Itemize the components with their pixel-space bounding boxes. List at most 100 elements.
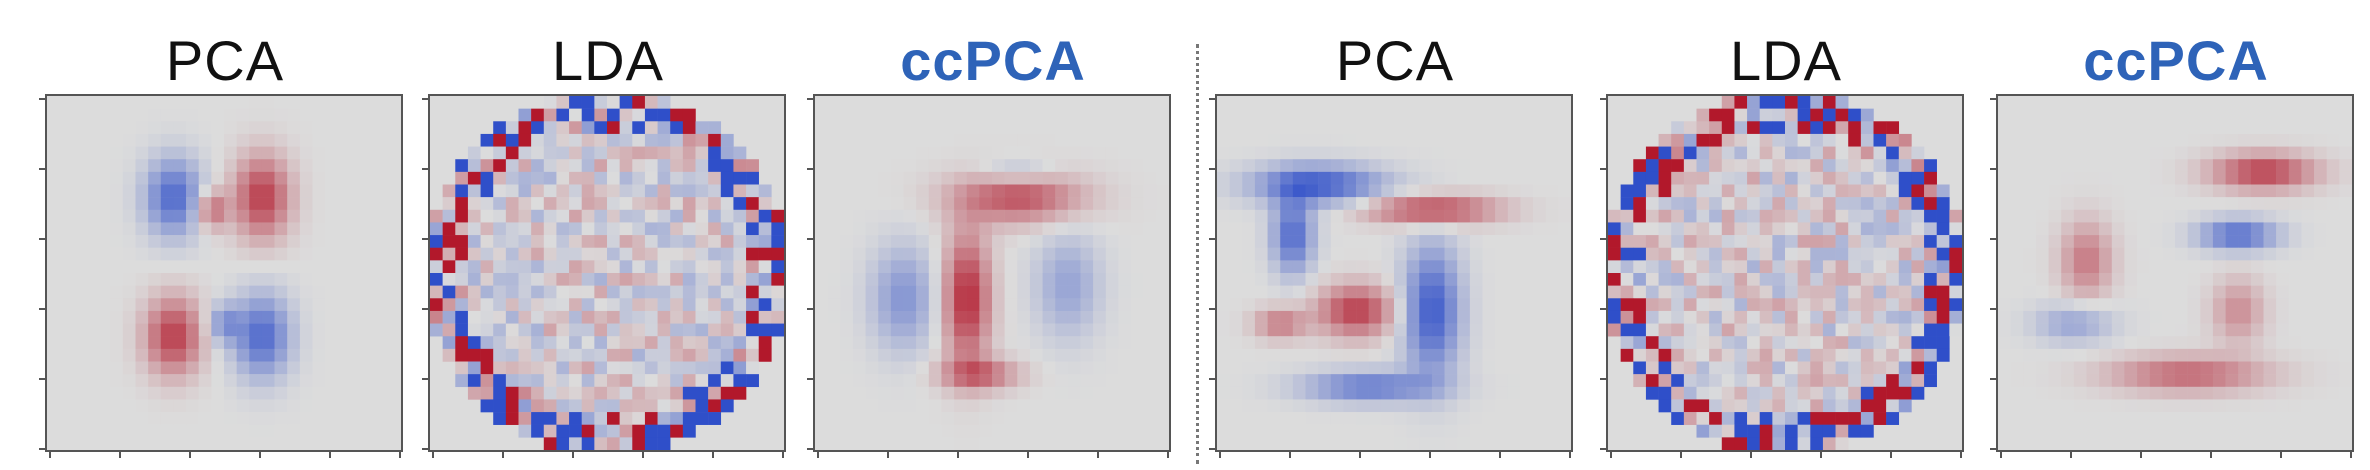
heatmap-cell (1156, 171, 1169, 185)
heatmap-cell (1810, 437, 1824, 450)
heatmap-cell (992, 273, 1005, 286)
heatmap-cell (2162, 412, 2176, 425)
heatmap-cell (1305, 96, 1319, 109)
heatmap-cell (632, 159, 646, 173)
heatmap-cell (1080, 298, 1094, 312)
heatmap-cell (135, 336, 149, 350)
heatmap-cell (2124, 133, 2138, 147)
heatmap-cell (903, 184, 917, 198)
heatmap-cell (1394, 184, 1407, 198)
heatmap-cell (1280, 386, 1294, 400)
heatmap-cell (59, 437, 73, 450)
heatmap-cell (543, 159, 557, 173)
heatmap-cell (1747, 386, 1760, 400)
heatmap-cell (1394, 121, 1407, 135)
heatmap-cell (1759, 222, 1773, 236)
heatmap-cell (249, 197, 263, 211)
heatmap-cell (1558, 298, 1571, 312)
heatmap-cell (556, 197, 570, 211)
heatmap-cell (1067, 424, 1081, 438)
heatmap-cell (1797, 159, 1811, 173)
heatmap-cell (2111, 412, 2125, 425)
heatmap-cell (1267, 348, 1281, 362)
heatmap-cell (1055, 235, 1069, 248)
heatmap-cell (979, 209, 993, 223)
heatmap-cell (594, 374, 608, 388)
heatmap-cell (1873, 159, 1887, 173)
heatmap-cell (581, 285, 595, 299)
heatmap-cell (455, 197, 469, 211)
heatmap-cell (47, 133, 60, 147)
heatmap-cell (1848, 298, 1862, 312)
heatmap-cell (1217, 171, 1230, 185)
heatmap-cell (1029, 96, 1043, 109)
heatmap-cell (2200, 146, 2214, 160)
heatmap-cell (1093, 235, 1107, 248)
heatmap-cell (160, 108, 174, 122)
heatmap-cell (186, 247, 199, 261)
heatmap-cell (594, 437, 608, 450)
heatmap-cell (1658, 222, 1672, 236)
heatmap-cell (1217, 96, 1230, 109)
heatmap-cell (1343, 260, 1357, 274)
heatmap-cell (644, 171, 658, 185)
heatmap-cell (644, 323, 658, 337)
heatmap-cell (2023, 285, 2037, 299)
heatmap-cell (720, 336, 734, 350)
heatmap-cell (287, 386, 301, 400)
heatmap-cell (1873, 298, 1887, 312)
heatmap-cell (607, 374, 620, 388)
heatmap-cell (543, 247, 557, 261)
heatmap-cell (644, 184, 658, 198)
heatmap-cell (1759, 146, 1773, 160)
heatmap-cell (992, 361, 1005, 375)
heatmap-cell (1911, 336, 1925, 350)
heatmap-cell (890, 374, 904, 388)
heatmap-cell (1118, 260, 1132, 274)
heatmap-cell (186, 96, 199, 109)
heatmap-cell (594, 108, 608, 122)
heatmap-cell (1267, 298, 1281, 312)
heatmap-cell (2162, 399, 2176, 413)
heatmap-cell (2137, 247, 2150, 261)
heatmap-cell (2326, 209, 2340, 223)
heatmap-cell (1093, 108, 1107, 122)
axis-tick (572, 452, 574, 458)
heatmap-cell (1482, 310, 1496, 324)
heatmap-cell (375, 298, 389, 312)
heatmap-cell (467, 298, 481, 312)
heatmap-cell (198, 361, 212, 375)
heatmap-cell (1280, 222, 1294, 236)
heatmap-cell (1368, 197, 1382, 211)
heatmap-cell (2339, 159, 2352, 173)
heatmap-cell (1067, 437, 1081, 450)
heatmap-cell (350, 399, 364, 413)
heatmap-cell (1330, 412, 1344, 425)
heatmap-cell (287, 285, 301, 299)
heatmap-cell (2187, 424, 2201, 438)
heatmap-cell (84, 361, 98, 375)
heatmap-cell (47, 437, 60, 450)
heatmap-cell (1734, 171, 1748, 185)
heatmap-cell (2276, 298, 2290, 312)
heatmap-cell (1507, 159, 1521, 173)
heatmap-cell (2288, 412, 2302, 425)
heatmap-cell (1394, 209, 1407, 223)
heatmap-cell (890, 171, 904, 185)
heatmap-cell (840, 121, 854, 135)
heatmap-cell (1457, 424, 1471, 438)
heatmap-cell (1747, 222, 1760, 236)
heatmap-cell (160, 96, 174, 109)
heatmap-cell (1406, 108, 1420, 122)
heatmap-cell (916, 171, 930, 185)
heatmap-cell (59, 146, 73, 160)
heatmap-cell (1055, 437, 1069, 450)
heatmap-cell (1292, 108, 1306, 122)
heatmap-cell (966, 260, 980, 274)
heatmap-cell (1495, 96, 1509, 109)
heatmap-cell (2212, 235, 2226, 248)
heatmap-cell (1696, 247, 1710, 261)
heatmap-cell (375, 336, 389, 350)
heatmap-cell (135, 348, 149, 362)
heatmap-cell (299, 184, 313, 198)
